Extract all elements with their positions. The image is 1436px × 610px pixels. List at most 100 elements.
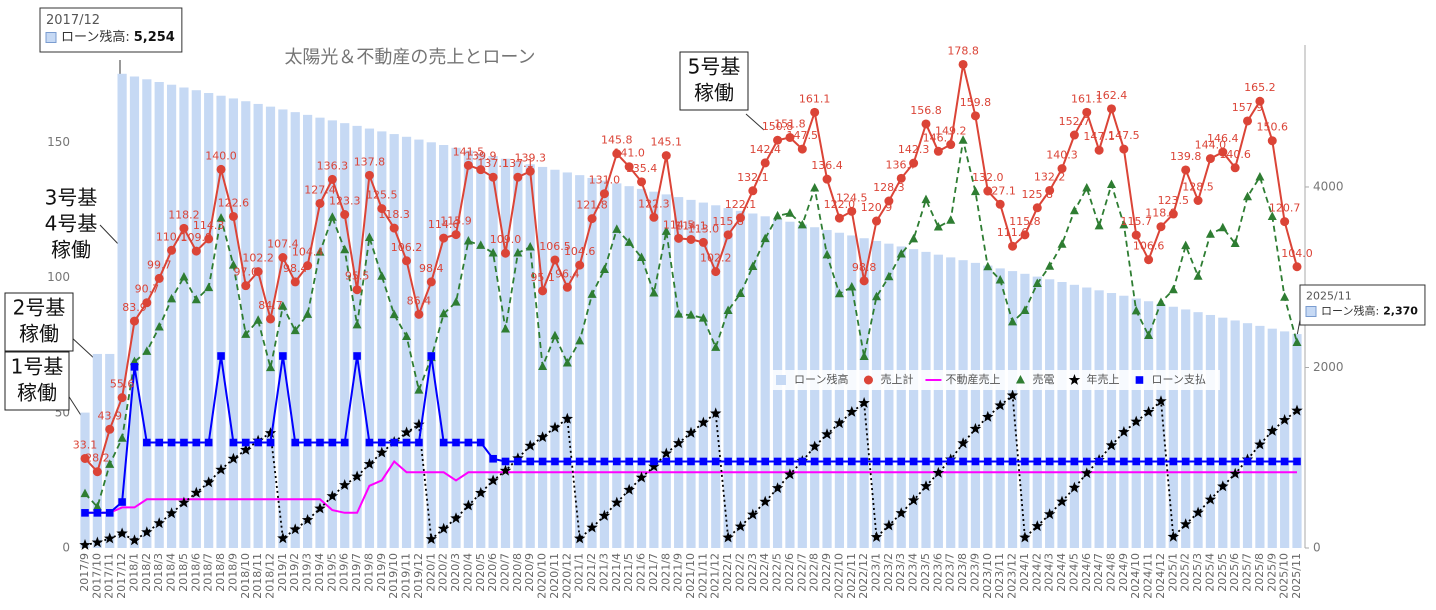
data-label: 145.8 xyxy=(601,134,633,147)
data-label: 118.8 xyxy=(1145,207,1177,220)
point xyxy=(1266,424,1278,436)
point xyxy=(93,509,102,517)
data-label: 96.4 xyxy=(555,267,580,280)
x-tick-label: 2018/8 xyxy=(214,553,227,592)
line xyxy=(85,459,1297,514)
point xyxy=(612,457,621,466)
data-label: 122.6 xyxy=(218,196,250,209)
bar xyxy=(377,131,387,549)
point xyxy=(587,289,597,298)
bar xyxy=(748,213,758,548)
point xyxy=(264,427,277,438)
point xyxy=(301,514,314,525)
point xyxy=(426,277,436,287)
x-tick-label: 2022/4 xyxy=(758,553,771,592)
point xyxy=(835,457,844,466)
point xyxy=(1045,457,1054,466)
x-tick-label: 2023/9 xyxy=(968,553,981,592)
point xyxy=(834,213,844,223)
bar xyxy=(179,87,189,548)
bar xyxy=(401,136,412,548)
point xyxy=(1230,163,1240,173)
data-label: 106.2 xyxy=(391,241,423,254)
point xyxy=(1045,185,1055,195)
point xyxy=(241,281,251,291)
x-tick-label: 2019/11 xyxy=(400,553,413,599)
x-tick-label: 2017/10 xyxy=(90,553,103,599)
point xyxy=(439,233,449,243)
point xyxy=(390,438,398,447)
point xyxy=(117,433,127,442)
point xyxy=(809,440,821,452)
x-tick-label: 2020/10 xyxy=(536,553,549,599)
point xyxy=(686,234,696,244)
point xyxy=(810,183,820,192)
point xyxy=(501,457,510,466)
point xyxy=(1192,506,1204,518)
data-label: 149.2 xyxy=(935,125,967,138)
point xyxy=(1057,164,1067,174)
point xyxy=(437,522,450,534)
point xyxy=(476,165,486,175)
point xyxy=(1193,195,1203,205)
point xyxy=(91,536,104,548)
bar xyxy=(216,95,226,548)
data-label: 98.4 xyxy=(283,262,308,275)
point xyxy=(748,261,758,270)
annotation-box xyxy=(679,51,749,111)
point xyxy=(1268,457,1277,466)
point xyxy=(536,431,549,442)
point xyxy=(1168,284,1178,294)
bar xyxy=(315,117,325,548)
x-tick-label: 2020/6 xyxy=(486,553,499,592)
bar xyxy=(166,84,177,549)
data-label: 152.7 xyxy=(1059,115,1091,128)
point xyxy=(1218,147,1228,157)
point xyxy=(92,467,102,477)
point xyxy=(229,438,238,447)
point xyxy=(637,457,646,466)
point xyxy=(1032,203,1042,213)
point xyxy=(822,174,832,184)
point xyxy=(760,233,770,243)
point xyxy=(340,438,349,447)
point xyxy=(290,325,300,335)
point xyxy=(128,534,141,546)
point xyxy=(884,196,894,206)
point xyxy=(909,457,918,466)
point xyxy=(400,426,413,438)
point xyxy=(1020,230,1030,240)
point xyxy=(253,315,263,324)
point xyxy=(253,267,263,277)
point xyxy=(315,247,325,256)
bar xyxy=(204,93,214,548)
bar xyxy=(537,166,548,549)
point xyxy=(278,253,288,263)
point xyxy=(697,416,710,428)
point xyxy=(415,438,423,447)
x-tick-label: 2019/3 xyxy=(301,553,314,592)
bar xyxy=(834,232,845,549)
bar xyxy=(327,120,337,548)
data-label: 146.7 xyxy=(923,131,955,144)
point xyxy=(1292,337,1302,346)
bar xyxy=(488,156,498,548)
x-tick-label: 2022/5 xyxy=(771,553,784,592)
point xyxy=(833,417,846,429)
bar xyxy=(871,240,882,548)
data-label: 118.2 xyxy=(168,208,200,221)
point xyxy=(217,352,225,360)
point xyxy=(1069,130,1079,140)
x-tick-label: 2020/11 xyxy=(548,553,561,599)
bar xyxy=(241,101,251,548)
x-tick-label: 2025/6 xyxy=(1228,553,1241,592)
point xyxy=(1082,457,1091,466)
point xyxy=(499,464,512,476)
point xyxy=(241,438,250,447)
point xyxy=(562,282,572,292)
x-tick-label: 2025/7 xyxy=(1241,553,1254,592)
point xyxy=(784,468,796,480)
point xyxy=(1156,297,1166,306)
x-tick-label: 2023/12 xyxy=(1006,553,1019,599)
